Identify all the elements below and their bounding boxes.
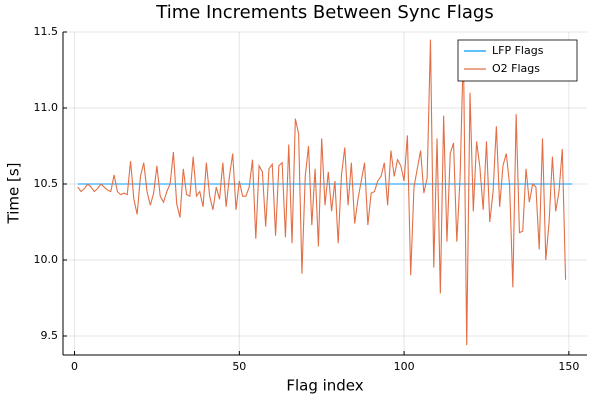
x-tick-label: 0 [71, 360, 78, 373]
x-tick-label: 50 [232, 360, 246, 373]
x-axis-label: Flag index [286, 377, 363, 395]
y-tick-label: 9.5 [41, 329, 59, 342]
y-tick-label: 11.5 [34, 25, 59, 38]
series-line [77, 39, 567, 346]
chart-title: Time Increments Between Sync Flags [155, 2, 493, 23]
y-tick-label: 11.0 [34, 101, 59, 114]
legend-label: O2 Flags [492, 62, 540, 75]
y-axis-label: Time [s] [5, 163, 23, 225]
x-tick-label: 150 [558, 360, 579, 373]
legend-label: LFP Flags [492, 44, 544, 57]
y-tick-label: 10.5 [34, 177, 59, 190]
x-tick-label: 100 [394, 360, 415, 373]
y-tick-label: 10.0 [34, 253, 59, 266]
legend-box [457, 39, 578, 82]
